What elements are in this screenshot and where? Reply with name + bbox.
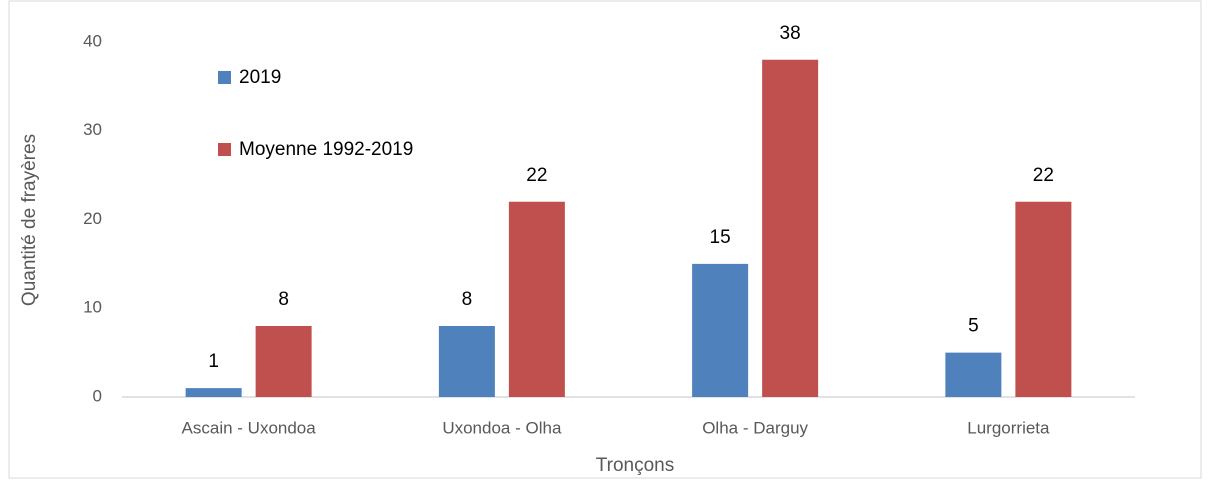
y-tick-label: 10 xyxy=(83,298,102,317)
data-label: 1 xyxy=(208,351,219,372)
y-tick-label: 0 xyxy=(93,386,102,405)
legend-swatch xyxy=(218,71,231,84)
data-label: 5 xyxy=(968,316,979,337)
x-tick-label: Ascain - Uxondoa xyxy=(182,418,317,437)
y-tick-label: 30 xyxy=(83,120,102,139)
bar xyxy=(1015,201,1072,397)
x-tick-label: Olha - Darguy xyxy=(702,418,808,437)
bar xyxy=(762,59,819,397)
x-tick-label: Lurgorrieta xyxy=(967,418,1050,437)
data-label: 22 xyxy=(1033,165,1054,186)
bar xyxy=(255,326,312,397)
data-label: 38 xyxy=(780,23,801,44)
y-tick-label: 20 xyxy=(83,209,102,228)
data-label: 22 xyxy=(526,165,547,186)
bar xyxy=(945,352,1002,397)
y-tick-label: 40 xyxy=(83,31,102,50)
legend-label: 2019 xyxy=(239,67,281,88)
data-label: 8 xyxy=(278,289,289,310)
x-axis-title: Tronçons xyxy=(596,455,675,476)
chart-frame xyxy=(8,0,1202,479)
x-tick-label: Uxondoa - Olha xyxy=(442,418,562,437)
bar xyxy=(508,201,565,397)
bar xyxy=(692,263,749,397)
legend-label: Moyenne 1992-2019 xyxy=(239,139,413,160)
bar xyxy=(438,326,495,397)
y-axis-title: Quantité de frayères xyxy=(19,134,40,306)
bar xyxy=(185,388,242,397)
data-label: 8 xyxy=(462,289,473,310)
data-label: 15 xyxy=(710,227,731,248)
legend-swatch xyxy=(218,143,231,156)
